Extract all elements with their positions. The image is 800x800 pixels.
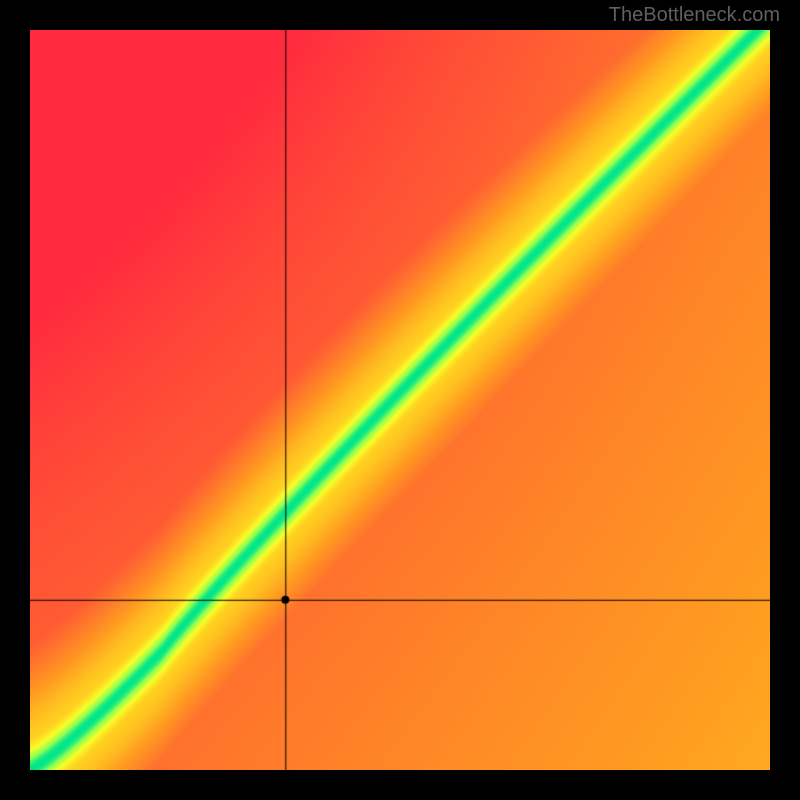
bottleneck-heatmap: [30, 30, 770, 770]
watermark-text: TheBottleneck.com: [609, 4, 780, 27]
chart-container: TheBottleneck.com: [0, 0, 800, 800]
